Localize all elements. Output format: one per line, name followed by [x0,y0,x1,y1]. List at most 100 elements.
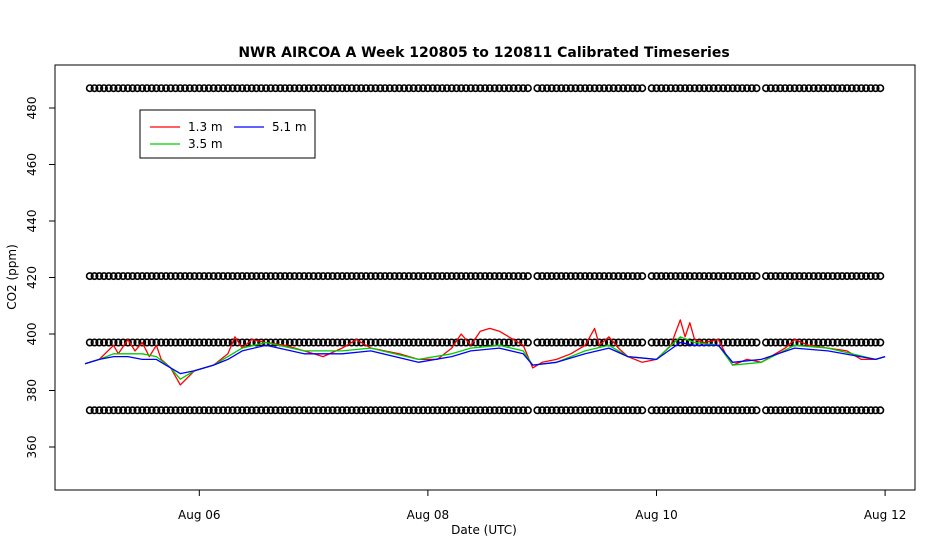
calibration-marker [633,338,642,347]
calibration-marker [709,272,718,281]
calibration-marker [162,338,171,347]
calibration-marker [761,406,770,415]
calibration-marker [814,272,823,281]
calibration-marker [257,84,266,93]
calibration-marker [866,272,875,281]
calibration-marker [400,406,409,415]
calibration-marker [190,84,199,93]
calibration-marker [128,406,137,415]
calibration-marker [623,406,632,415]
calibration-marker [295,272,304,281]
calibration-marker [719,84,728,93]
calibration-marker [85,406,94,415]
calibration-marker [328,272,337,281]
calibration-marker [633,84,642,93]
calibration-marker [552,272,561,281]
calibration-marker [842,338,851,347]
calibration-marker [761,272,770,281]
calibration-marker [833,272,842,281]
calibration-marker [847,272,856,281]
calibration-marker [861,272,870,281]
y-tick-label: 480 [25,97,39,120]
calibration-marker [133,84,142,93]
calibration-marker [176,272,185,281]
calibration-marker [819,272,828,281]
calibration-marker [114,272,123,281]
calibration-marker [423,406,432,415]
calibration-marker [752,84,761,93]
calibration-marker [638,272,647,281]
calibration-marker [357,272,366,281]
calibration-marker [714,272,723,281]
calibration-marker [728,338,737,347]
calibration-marker [366,84,375,93]
calibration-marker [738,84,747,93]
calibration-marker [771,406,780,415]
calibration-marker [847,338,856,347]
calibration-marker [585,406,594,415]
calibration-marker [314,406,323,415]
x-tick-label: Aug 08 [407,508,450,522]
calibration-marker [380,84,389,93]
calibration-marker [766,406,775,415]
calibration-marker [219,272,228,281]
calibration-marker [747,338,756,347]
calibration-marker [176,338,185,347]
calibration-marker [785,84,794,93]
calibration-marker [181,406,190,415]
calibration-marker [638,84,647,93]
calibration-marker [600,338,609,347]
calibration-marker [214,406,223,415]
calibration-marker [771,84,780,93]
calibration-marker [276,84,285,93]
calibration-marker [457,338,466,347]
calibration-marker [95,84,104,93]
calibration-marker [428,338,437,347]
calibration-marker [628,338,637,347]
calibration-marker [261,406,270,415]
calibration-marker [290,272,299,281]
calibration-marker [852,338,861,347]
calibration-marker [404,338,413,347]
calibration-marker [247,272,256,281]
calibration-marker [728,84,737,93]
calibration-marker [328,406,337,415]
calibration-marker [371,272,380,281]
calibration-marker [604,406,613,415]
calibration-marker [547,84,556,93]
series-line-1-3-m [84,319,886,386]
calibration-marker [838,406,847,415]
legend-label-1-3m: 1.3 m [188,120,223,134]
x-axis: Aug 06 Aug 08 Aug 10 Aug 12 [178,489,906,522]
calibration-marker [681,406,690,415]
calibration-marker [661,338,670,347]
calibration-marker [323,338,332,347]
calibration-marker [561,338,570,347]
calibration-marker [723,272,732,281]
calibration-marker [842,272,851,281]
calibration-marker [866,84,875,93]
calibration-marker [119,84,128,93]
calibration-marker [561,406,570,415]
calibration-marker [800,84,809,93]
calibration-marker [561,272,570,281]
calibration-marker [871,272,880,281]
calibration-marker [823,84,832,93]
calibration-marker [228,84,237,93]
calibration-marker [571,338,580,347]
calibration-marker [290,338,299,347]
calibration-marker [804,406,813,415]
calibration-marker [452,84,461,93]
calibration-marker [785,338,794,347]
calibration-marker [471,406,480,415]
calibration-marker [709,406,718,415]
calibration-marker [361,84,370,93]
calibration-marker [571,84,580,93]
calibration-marker [342,272,351,281]
calibration-marker [409,84,418,93]
calibration-marker [557,406,566,415]
calibration-marker [347,406,356,415]
calibration-marker [576,272,585,281]
calibration-marker [242,272,251,281]
calibration-marker [871,84,880,93]
